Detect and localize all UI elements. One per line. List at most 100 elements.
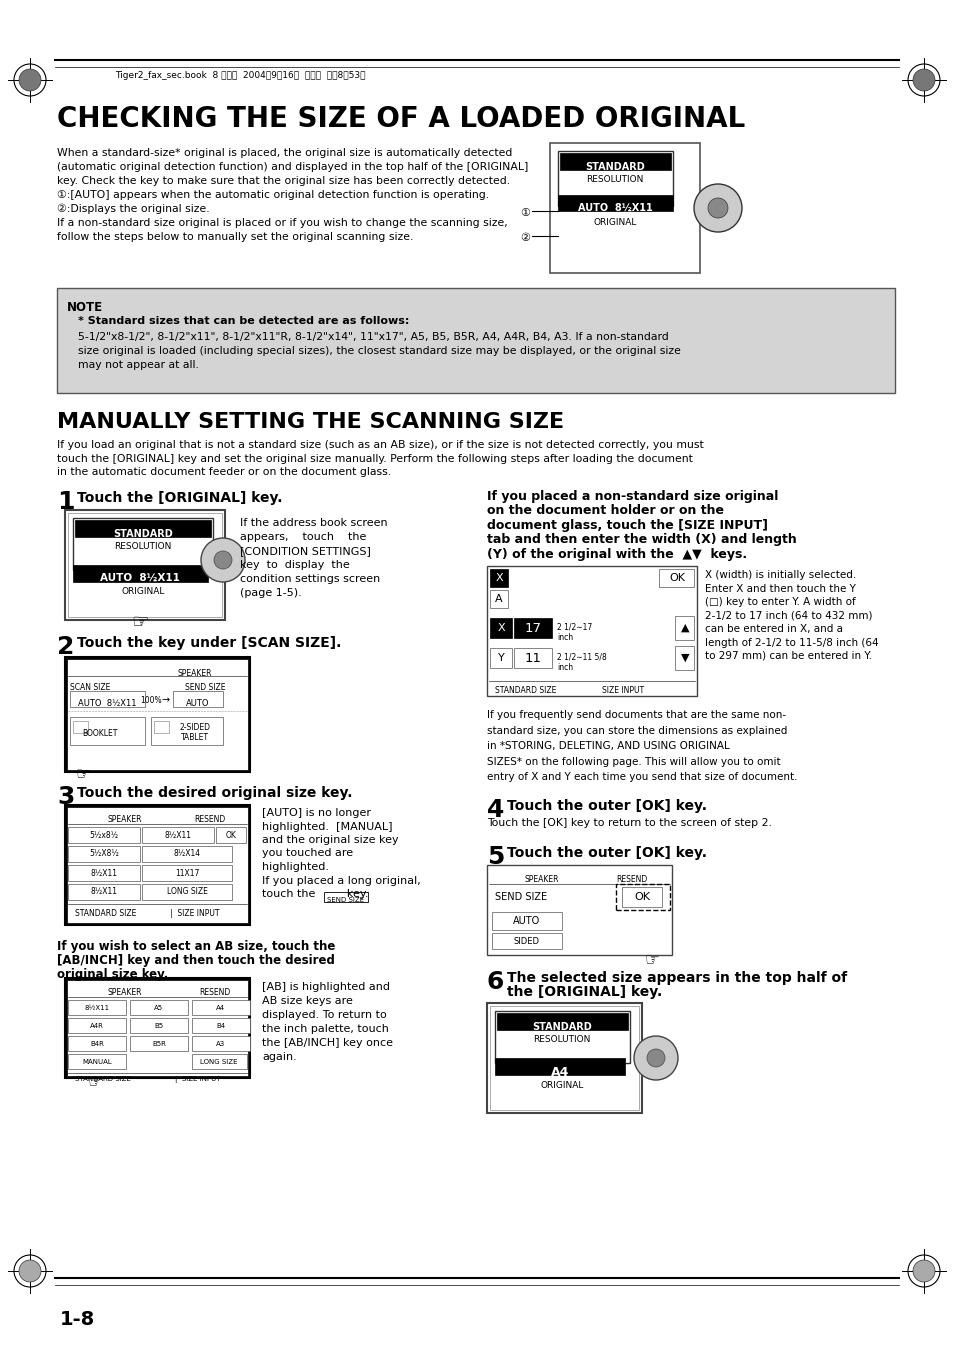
Bar [659,569,693,586]
Text: RESEND: RESEND [199,988,231,997]
Bar [621,888,661,907]
Text: AUTO  8½X11: AUTO 8½X11 [100,573,180,584]
Text: ①: ① [519,208,530,218]
Text: BOOKLET: BOOKLET [82,730,117,738]
Text: 11: 11 [524,651,541,665]
Text: ☞: ☞ [644,951,659,969]
Text: ☞: ☞ [88,1073,102,1092]
Text: to 297 mm) can be entered in Y.: to 297 mm) can be entered in Y. [704,651,871,661]
Circle shape [912,69,934,91]
Text: * Standard sizes that can be detected are as follows:: * Standard sizes that can be detected ar… [78,316,409,326]
Text: AUTO  8½X11: AUTO 8½X11 [577,203,652,213]
Bar [70,690,145,707]
Text: ☞: ☞ [75,765,91,784]
Text: B4: B4 [216,1023,225,1029]
Bar [142,827,213,843]
Text: Touch the [OK] key to return to the screen of step 2.: Touch the [OK] key to return to the scre… [486,817,771,828]
Text: SEND SIZE: SEND SIZE [495,892,547,902]
Text: size original is loaded (including special sizes), the closest standard size may: size original is loaded (including speci… [78,346,680,357]
Text: When a standard-size* original is placed, the original size is automatically det: When a standard-size* original is placed… [57,149,512,158]
Bar [172,690,223,707]
Text: X (width) is initially selected.: X (width) is initially selected. [704,570,856,580]
Bar [68,1019,126,1034]
Text: 8½X14: 8½X14 [173,850,200,858]
Text: 8½X11: 8½X11 [91,869,117,878]
Text: 5: 5 [486,844,504,869]
Text: Y: Y [497,653,504,663]
Text: Touch the outer [OK] key.: Touch the outer [OK] key. [506,798,706,813]
Bar [486,566,697,696]
Bar [215,827,246,843]
Text: 2-SIDED: 2-SIDED [179,723,211,732]
Text: SIZE INPUT: SIZE INPUT [601,686,643,694]
Text: SEND SIZE: SEND SIZE [327,897,364,902]
Bar [192,1019,250,1034]
Text: A3: A3 [216,1042,226,1047]
Text: touch the         key.: touch the key. [262,889,368,898]
Text: Enter X and then touch the Y: Enter X and then touch the Y [704,584,855,593]
Text: 2 1/2∼17: 2 1/2∼17 [557,621,592,631]
Bar [192,1000,250,1015]
Text: 1-8: 1-8 [60,1310,95,1329]
Text: on the document holder or on the: on the document holder or on the [486,504,723,517]
Text: Touch the key under [SCAN SIZE].: Touch the key under [SCAN SIZE]. [77,636,341,650]
Text: B5: B5 [154,1023,163,1029]
Text: length of 2-1/2 to 11-5/8 inch (64: length of 2-1/2 to 11-5/8 inch (64 [704,638,878,647]
Text: If you load an original that is not a standard size (such as an AB size), or if : If you load an original that is not a st… [57,440,703,450]
Text: SIDED: SIDED [514,936,539,946]
Text: SPEAKER: SPEAKER [177,669,212,678]
Text: inch: inch [557,663,573,671]
Bar [675,616,693,640]
Bar [67,807,248,923]
Text: (Y) of the original with the  ▲▼  keys.: (Y) of the original with the ▲▼ keys. [486,549,746,561]
Circle shape [907,1255,939,1288]
Text: in the automatic document feeder or on the document glass.: in the automatic document feeder or on t… [57,467,391,477]
Bar [492,912,561,929]
Bar [68,884,140,900]
Bar [492,934,561,948]
Text: AB size keys are: AB size keys are [262,996,353,1006]
Bar [558,151,672,205]
Text: (□) key to enter Y. A width of: (□) key to enter Y. A width of [704,597,855,607]
Text: B4R: B4R [90,1042,104,1047]
Text: 8½X11: 8½X11 [164,831,192,839]
Bar [486,865,671,955]
Circle shape [14,1255,46,1288]
Text: (page 1-5).: (page 1-5). [240,588,301,598]
Text: 5-1/2"x8-1/2", 8-1/2"x11", 8-1/2"x11"R, 8-1/2"x14", 11"x17", A5, B5, B5R, A4, A4: 5-1/2"x8-1/2", 8-1/2"x11", 8-1/2"x11"R, … [78,332,668,342]
Text: If you placed a long original,: If you placed a long original, [262,875,420,885]
Bar [490,590,507,608]
Text: SPEAKER: SPEAKER [524,875,558,884]
Text: Touch the desired original size key.: Touch the desired original size key. [77,786,352,800]
Bar [65,805,250,925]
Text: 5½x8½: 5½x8½ [90,831,118,839]
Text: ①:[AUTO] appears when the automatic original detection function is operating.: ①:[AUTO] appears when the automatic orig… [57,190,489,200]
Bar [151,717,223,744]
Text: Touch the outer [OK] key.: Touch the outer [OK] key. [506,846,706,861]
Text: the [AB/INCH] key once: the [AB/INCH] key once [262,1038,393,1048]
Text: STANDARD: STANDARD [532,1021,591,1032]
Text: B5R: B5R [152,1042,166,1047]
Text: the [ORIGINAL] key.: the [ORIGINAL] key. [506,985,661,998]
Text: If you placed a non-standard size original: If you placed a non-standard size origin… [486,490,778,503]
Text: document glass, touch the [SIZE INPUT]: document glass, touch the [SIZE INPUT] [486,519,767,532]
Bar [73,721,88,734]
Bar [497,1013,627,1029]
Text: the inch palette, touch: the inch palette, touch [262,1024,389,1034]
Text: LONG SIZE: LONG SIZE [167,888,207,897]
Text: (automatic original detection function) and displayed in the top half of the [OR: (automatic original detection function) … [57,162,528,172]
Bar [68,1036,126,1051]
Circle shape [19,69,41,91]
Text: [AB/INCH] key and then touch the desired: [AB/INCH] key and then touch the desired [57,954,335,967]
Bar [192,1036,250,1051]
Text: STANDARD SIZE: STANDARD SIZE [495,686,556,694]
Text: 8½X11: 8½X11 [91,888,117,897]
Text: STANDARD: STANDARD [113,530,172,539]
Bar [57,288,894,393]
Bar [550,143,700,273]
Text: RESOLUTION: RESOLUTION [586,176,643,184]
Text: AUTO  8½X11: AUTO 8½X11 [77,698,136,708]
Bar [130,1000,188,1015]
Text: If you frequently send documents that are the same non-
standard size, you can s: If you frequently send documents that ar… [486,711,797,782]
Text: 11X17: 11X17 [174,869,199,878]
